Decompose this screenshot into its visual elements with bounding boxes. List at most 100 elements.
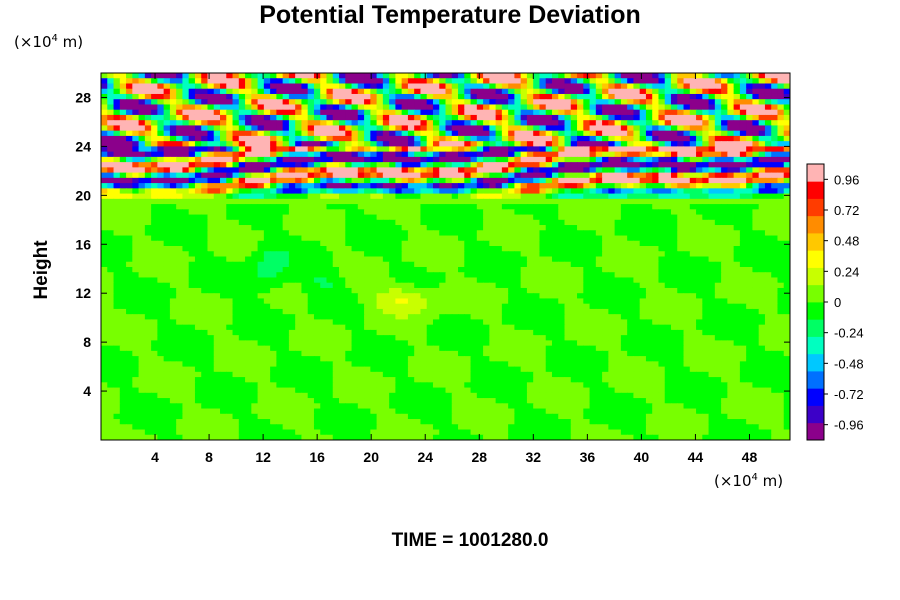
heatmap-cell — [739, 303, 747, 310]
heatmap-cell — [602, 246, 609, 252]
heatmap-cell — [182, 99, 190, 106]
heatmap-cell — [664, 114, 672, 121]
heatmap-cell — [458, 219, 465, 226]
heatmap-cell — [696, 277, 703, 284]
heatmap-cell — [270, 235, 277, 242]
heatmap-cell — [764, 146, 772, 153]
heatmap-cell — [232, 177, 240, 184]
heatmap-cell — [401, 167, 409, 174]
heatmap-cell — [645, 293, 653, 300]
heatmap-cell — [758, 204, 766, 210]
heatmap-cell — [702, 73, 710, 79]
heatmap-cell — [589, 83, 597, 90]
heatmap-cell — [564, 114, 572, 121]
heatmap-cell — [107, 73, 115, 79]
heatmap-cell — [420, 151, 428, 158]
heatmap-cell — [658, 162, 666, 168]
heatmap-cell — [771, 188, 779, 195]
heatmap-cell — [245, 277, 252, 284]
heatmap-cell — [313, 120, 321, 127]
heatmap-cell — [201, 225, 209, 231]
heatmap-cell — [432, 251, 440, 258]
heatmap-cell — [270, 230, 277, 237]
heatmap-cell — [176, 251, 184, 258]
heatmap-cell — [201, 146, 209, 153]
heatmap-cell — [783, 146, 790, 153]
heatmap-cell — [301, 93, 309, 100]
heatmap-cell — [714, 261, 722, 268]
heatmap-cell — [220, 204, 227, 210]
heatmap-cell — [370, 88, 378, 95]
heatmap-cell — [376, 293, 384, 300]
heatmap-cell — [382, 266, 390, 273]
heatmap-cell — [426, 99, 434, 106]
heatmap-cell — [282, 293, 290, 300]
heatmap-cell — [288, 135, 296, 142]
heatmap-cell — [263, 78, 271, 85]
heatmap-cell — [652, 251, 660, 258]
heatmap-cell — [126, 141, 133, 147]
heatmap-cell — [696, 99, 703, 106]
heatmap-cell — [633, 99, 641, 106]
heatmap-cell — [602, 277, 609, 284]
heatmap-cell — [564, 240, 572, 247]
heatmap-cell — [514, 282, 522, 289]
heatmap-cell — [345, 162, 353, 168]
heatmap-cell — [451, 78, 459, 85]
heatmap-cell — [138, 261, 146, 268]
heatmap-cell — [608, 109, 616, 116]
heatmap-cell — [645, 303, 653, 310]
heatmap-cell — [407, 183, 415, 189]
heatmap-cell — [151, 151, 158, 158]
heatmap-cell — [708, 287, 716, 294]
heatmap-cell — [226, 251, 234, 258]
heatmap-cell — [758, 104, 766, 111]
heatmap-cell — [169, 151, 177, 158]
heatmap-cell — [445, 172, 453, 179]
heatmap-cell — [501, 109, 509, 116]
heatmap-cell — [151, 156, 158, 163]
heatmap-cell — [389, 214, 396, 221]
heatmap-cell — [451, 162, 459, 168]
heatmap-cell — [370, 287, 378, 294]
heatmap-cell — [357, 204, 365, 210]
heatmap-cell — [201, 230, 209, 237]
heatmap-cell — [351, 135, 359, 142]
heatmap-cell — [420, 162, 428, 168]
heatmap-cell — [163, 141, 171, 147]
heatmap-cell — [470, 125, 478, 132]
heatmap-cell — [401, 204, 409, 210]
heatmap-cell — [714, 256, 722, 263]
heatmap-cell — [432, 141, 440, 147]
heatmap-cell — [558, 230, 566, 237]
heatmap-cell — [107, 293, 115, 300]
heatmap-cell — [251, 177, 259, 184]
heatmap-cell — [282, 240, 290, 247]
heatmap-cell — [232, 261, 240, 268]
heatmap-cell — [551, 177, 559, 184]
heatmap-cell — [570, 146, 578, 153]
heatmap-cell — [226, 256, 234, 263]
heatmap-cell — [132, 141, 140, 147]
heatmap-cell — [658, 167, 666, 174]
heatmap-cell — [251, 104, 259, 111]
heatmap-cell — [345, 214, 353, 221]
heatmap-cell — [595, 209, 603, 216]
heatmap-cell — [464, 162, 472, 168]
heatmap-cell — [182, 167, 190, 174]
heatmap-cell — [476, 78, 484, 85]
heatmap-cell — [483, 78, 490, 85]
heatmap-cell — [608, 156, 616, 163]
heatmap-cell — [201, 114, 209, 121]
heatmap-cell — [771, 156, 779, 163]
heatmap-cell — [364, 120, 371, 127]
heatmap-cell — [476, 282, 484, 289]
heatmap-cell — [476, 209, 484, 216]
heatmap-cell — [332, 219, 340, 226]
heatmap-cell — [420, 88, 428, 95]
heatmap-cell — [282, 156, 290, 163]
heatmap-cell — [194, 261, 202, 268]
heatmap-cell — [526, 251, 534, 258]
heatmap-cell — [583, 303, 591, 310]
heatmap-cell — [533, 219, 541, 226]
